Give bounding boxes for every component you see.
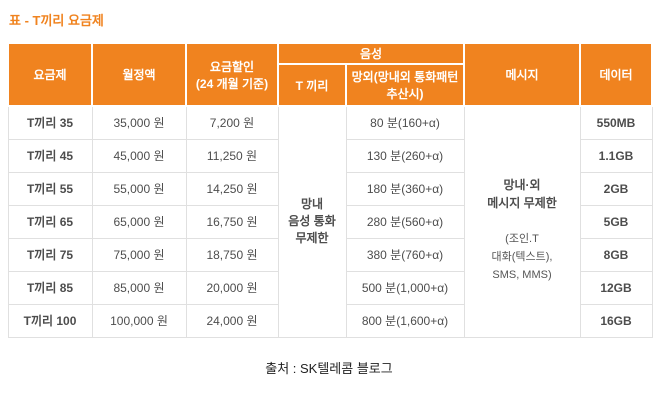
- voice-unlimited-cell: 망내 음성 통화 무제한: [277, 105, 347, 338]
- table-row: T끼리 45 45,000 원 11,250 원 130 분(260+α) 1.…: [7, 138, 653, 173]
- plan-cell: T끼리 65: [7, 204, 93, 239]
- monthly-fee-cell: 100,000 원: [91, 303, 187, 338]
- plan-cell: T끼리 85: [7, 270, 93, 305]
- table-row: T끼리 65 65,000 원 16,750 원 280 분(560+α) 5G…: [7, 204, 653, 239]
- data-cell: 5GB: [579, 204, 653, 239]
- plan-cell: T끼리 35: [7, 105, 93, 140]
- table-row: T끼리 35 35,000 원 7,200 원 망내 음성 통화 무제한 80 …: [7, 105, 653, 338]
- discount-cell: 14,250 원: [185, 171, 279, 206]
- data-cell: 12GB: [579, 270, 653, 305]
- monthly-fee-cell: 65,000 원: [91, 204, 187, 239]
- offnet-minutes-cell: 130 분(260+α): [345, 138, 465, 173]
- offnet-minutes-cell: 180 분(360+α): [345, 171, 465, 206]
- discount-cell: 11,250 원: [185, 138, 279, 173]
- data-cell: 2GB: [579, 171, 653, 206]
- col-header-data: 데이터: [579, 42, 653, 107]
- col-header-message: 메시지: [463, 42, 581, 107]
- plan-cell: T끼리 55: [7, 171, 93, 206]
- discount-cell: 20,000 원: [185, 270, 279, 305]
- col-header-voice-tkkiri: T 끼리: [277, 63, 347, 107]
- table-row: T끼리 85 85,000 원 20,000 원 500 분(1,000+α) …: [7, 270, 653, 305]
- data-cell: 8GB: [579, 237, 653, 272]
- col-header-plan: 요금제: [7, 42, 93, 107]
- pricing-table: 요금제 월정액 요금할인 (24 개월 기준) 음성 메시지 데이터 T 끼리 …: [7, 42, 653, 338]
- discount-cell: 24,000 원: [185, 303, 279, 338]
- source-caption: 출처 : SK텔레콤 블로그: [265, 360, 393, 376]
- discount-cell: 16,750 원: [185, 204, 279, 239]
- monthly-fee-cell: 45,000 원: [91, 138, 187, 173]
- plan-cell: T끼리 100: [7, 303, 93, 338]
- discount-cell: 7,200 원: [185, 105, 279, 140]
- offnet-minutes-cell: 500 분(1,000+α): [345, 270, 465, 305]
- page-title: 표 - T끼리 요금제: [9, 13, 104, 28]
- message-unlimited-cell: 망내·외 메시지 무제한 (조인.T 대화(텍스트), SMS, MMS): [463, 105, 581, 338]
- col-header-monthly: 월정액: [91, 42, 187, 107]
- plan-cell: T끼리 45: [7, 138, 93, 173]
- monthly-fee-cell: 85,000 원: [91, 270, 187, 305]
- col-header-voice-offnet: 망외(망내외 통화패턴 추산시): [345, 63, 465, 107]
- monthly-fee-cell: 75,000 원: [91, 237, 187, 272]
- offnet-minutes-cell: 80 분(160+α): [345, 105, 465, 140]
- table-row: T끼리 100 100,000 원 24,000 원 800 분(1,600+α…: [7, 303, 653, 338]
- col-header-discount: 요금할인 (24 개월 기준): [185, 42, 279, 107]
- plan-cell: T끼리 75: [7, 237, 93, 272]
- data-cell: 16GB: [579, 303, 653, 338]
- data-cell: 550MB: [579, 105, 653, 140]
- offnet-minutes-cell: 280 분(560+α): [345, 204, 465, 239]
- monthly-fee-cell: 35,000 원: [91, 105, 187, 140]
- message-main-text: 망내·외 메시지 무제한: [487, 178, 557, 210]
- header-row-1: 요금제 월정액 요금할인 (24 개월 기준) 음성 메시지 데이터: [7, 42, 653, 107]
- offnet-minutes-cell: 380 분(760+α): [345, 237, 465, 272]
- message-sub-text: (조인.T 대화(텍스트), SMS, MMS): [491, 232, 553, 281]
- discount-cell: 18,750 원: [185, 237, 279, 272]
- offnet-minutes-cell: 800 분(1,600+α): [345, 303, 465, 338]
- monthly-fee-cell: 55,000 원: [91, 171, 187, 206]
- table-row: T끼리 55 55,000 원 14,250 원 180 분(360+α) 2G…: [7, 171, 653, 206]
- header-row-2: T 끼리 망외(망내외 통화패턴 추산시): [8, 63, 652, 107]
- col-header-voice: 음성: [277, 42, 465, 65]
- data-cell: 1.1GB: [579, 138, 653, 173]
- table-row: T끼리 75 75,000 원 18,750 원 380 분(760+α) 8G…: [7, 237, 653, 272]
